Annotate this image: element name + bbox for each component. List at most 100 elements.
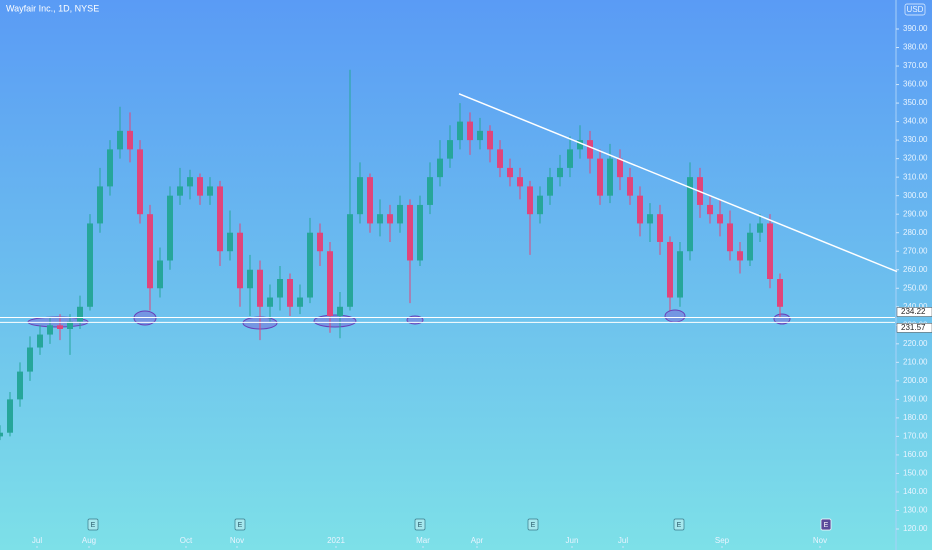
earnings-marker [414,518,426,531]
candle-body [727,223,733,252]
candle-body [457,121,463,141]
y-tick-label: 360.00 [903,80,928,89]
x-tick-label: Oct [180,536,193,545]
candle-body [687,177,693,252]
earnings-marker [234,518,246,531]
candle-body [317,232,323,252]
candle-body [7,399,13,433]
candle-body [197,177,203,196]
earnings-label: E [238,522,243,529]
candle-body [97,186,103,224]
candle-body [667,241,673,298]
candle-body [627,177,633,196]
candle-body [227,232,233,252]
candle-body [87,223,93,307]
x-tick-label: Jul [32,536,42,545]
earnings-marker [673,518,685,531]
y-tick-label: 270.00 [903,246,928,255]
candle-body [47,325,53,335]
candle-body [517,177,523,187]
candle-body [737,251,743,261]
price-label: 234.22 [901,307,926,316]
candle-body [467,121,473,141]
candle-body [167,195,173,261]
candle-body [147,214,153,289]
currency: USD [907,5,924,14]
candle-body [607,158,613,196]
candle-body [257,269,263,307]
x-tick-label: Jul [618,536,628,545]
earnings-label: E [677,522,682,529]
candle-body [217,186,223,252]
price-label-box [896,307,932,317]
candle-body [497,149,503,168]
y-tick-label: 170.00 [903,432,928,441]
candle-body [57,325,63,329]
candle-body [447,140,453,159]
candle-body [777,279,783,307]
x-tick-label: Nov [230,536,244,545]
y-tick-label: 240.00 [903,302,928,311]
candle-body [67,321,73,329]
support-marks [27,309,791,330]
candle-body [357,177,363,215]
candle-body [657,214,663,242]
x-tick-label: Apr [471,536,484,545]
y-tick-label: 130.00 [903,506,928,515]
candle-body [747,232,753,261]
candle-body [417,204,423,261]
candle-body [177,186,183,196]
candle-body [527,186,533,215]
y-tick-label: 350.00 [903,98,928,107]
candle-body [507,167,513,178]
candle-body [77,306,83,322]
candle-body [577,140,583,150]
y-tick-label: 390.00 [903,24,928,33]
candle-body [157,260,163,289]
candle-body [617,158,623,178]
y-tick-label: 220.00 [903,339,928,348]
candle-body [677,251,683,298]
ellipse [664,309,686,323]
candle-body [37,334,43,348]
candle-body [127,130,133,150]
earnings-marker [820,518,832,531]
y-tick-label: 140.00 [903,487,928,496]
x-tick-label: Mar [416,536,430,545]
candle-body [237,232,243,289]
chart-title: Wayfair Inc., 1D, NYSE [6,3,99,13]
y-tick-label: 260.00 [903,265,928,274]
y-tick-label: 190.00 [903,394,928,403]
candle-body [547,177,553,196]
y-tick-label: 300.00 [903,191,928,200]
candle-body [187,177,193,187]
candle-body [707,204,713,215]
ellipse [133,310,157,326]
candle-body [717,214,723,224]
earnings-label: E [531,522,536,529]
ellipse [313,314,357,328]
y-tick-label: 380.00 [903,43,928,52]
y-tick-label: 180.00 [903,413,928,422]
earnings-label: E [824,522,829,529]
candle-body [387,214,393,224]
candle-body [27,347,33,372]
candle-body [557,167,563,178]
candle-body [107,149,113,187]
candle-body [637,195,643,224]
candle-body [327,251,333,317]
y-tick-label: 310.00 [903,172,928,181]
x-tick-label: 2021 [327,536,345,545]
earnings-label: E [91,522,96,529]
candle-body [537,195,543,215]
candle-body [267,297,273,307]
y-tick-label: 160.00 [903,450,928,459]
candle-body [377,214,383,224]
x-tick-label: Aug [82,536,96,545]
candle-body [17,371,23,400]
ellipse [773,313,791,325]
y-tick-label: 370.00 [903,61,928,70]
currency-badge [904,3,926,16]
